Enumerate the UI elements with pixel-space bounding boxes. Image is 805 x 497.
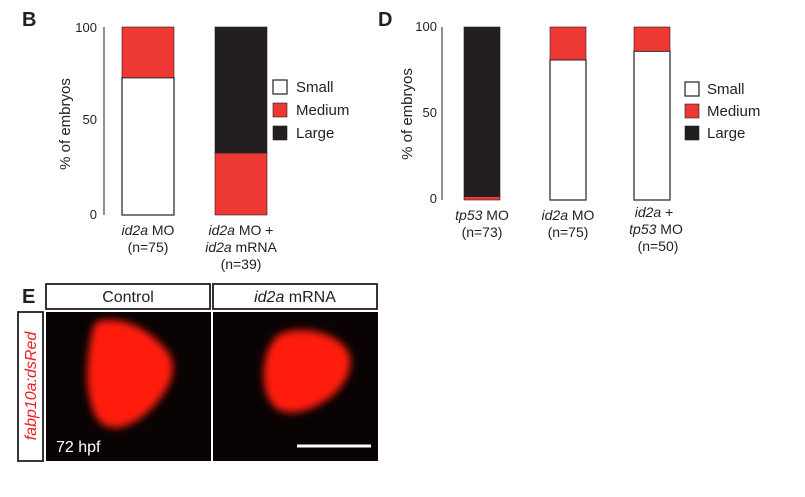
panel-label-d: D [378,9,392,31]
control-header-box [45,283,211,310]
chart-b-legend-swatch-medium [272,102,288,118]
chart-d-legend-medium: Medium [707,103,760,120]
stage-label: 72 hpf [56,439,101,456]
chart-b-y-ticks: 100 50 0 [75,20,97,222]
chart-d-legend-small: Small [707,81,745,98]
chart-b-legend-large: Large [296,125,334,142]
chart-d-cat-2-line1: id2a MO [542,207,595,223]
chart-b: % of embryos 100 50 0 id2a MO (n=75) id2… [57,20,349,272]
chart-b-ytick-0: 0 [90,207,97,222]
chart-b-bars [121,26,268,216]
row-label-box [17,311,44,462]
chart-d-legend-swatch-medium [684,103,700,119]
panel-label-b: B [22,9,36,31]
chart-b-legend-small: Small [296,79,334,96]
chart-d-bars [463,26,671,201]
chart-d-cat-1-line2: (n=73) [462,224,503,240]
chart-d-legend-swatch-large [684,125,700,141]
chart-d-legend-swatch-small [684,81,700,97]
chart-d-cat-2-line2: (n=75) [548,224,589,240]
chart-b-ytick-50: 50 [83,112,97,127]
chart-d-ytick-50: 50 [423,105,437,120]
chart-b-cat-1-line2: (n=75) [128,239,169,255]
chart-d-y-ticks: 100 50 0 [415,19,437,206]
chart-b-cat-2-line2: id2a mRNA [205,239,277,255]
chart-b-bar-1-medium [121,26,175,79]
treated-header-label: id2a mRNA [254,289,336,306]
chart-b-ytick-100: 100 [75,20,97,35]
chart-d-ytick-0: 0 [430,191,437,206]
row-label: fabp10a:dsRed [23,331,40,441]
chart-b-bar-2-medium [214,152,268,216]
chart-d: % of embryos 100 50 0 tp53 MO (n=73) id2… [399,19,760,254]
chart-b-bar-2-large [214,26,268,154]
panel-e: Control id2a mRNA fabp10a:dsRed 72 hpf [17,283,378,462]
chart-b-cat-2-line3: (n=39) [221,256,262,272]
chart-b-legend-swatch-small [272,79,288,95]
chart-d-cat-3-line3: (n=50) [638,238,679,254]
control-liver-fluorescence [87,319,173,428]
chart-b-legend-swatch-large [272,125,288,141]
chart-d-cat-1-line1: tp53 MO [455,207,509,223]
control-header-label: Control [102,289,154,306]
chart-b-cat-1-line1: id2a MO [122,222,175,238]
chart-d-cat-3-line2: tp53 MO [629,221,683,237]
chart-d-cat-3-line1: id2a + [635,204,674,220]
chart-d-bar-3-small [633,50,671,201]
chart-d-y-axis-title: % of embryos [399,68,416,160]
chart-b-legend: Small Medium Large [272,79,349,142]
chart-d-bar-2-medium [549,26,587,61]
chart-d-bar-1-medium [463,196,501,201]
treated-liver-fluorescence [263,330,351,413]
chart-b-cat-2-line1: id2a MO + [209,222,274,238]
chart-d-ytick-100: 100 [415,19,437,34]
chart-b-legend-medium: Medium [296,102,349,119]
chart-d-bar-2-small [549,59,587,201]
chart-d-legend-large: Large [707,125,745,142]
chart-b-y-axis-title: % of embryos [57,78,74,170]
chart-d-bar-1-large [463,26,501,197]
chart-b-bar-1-small [121,77,175,216]
panel-label-e: E [22,286,35,308]
chart-d-bar-3-medium [633,26,671,52]
chart-d-legend: Small Medium Large [684,81,760,142]
treated-header-box [212,283,378,310]
